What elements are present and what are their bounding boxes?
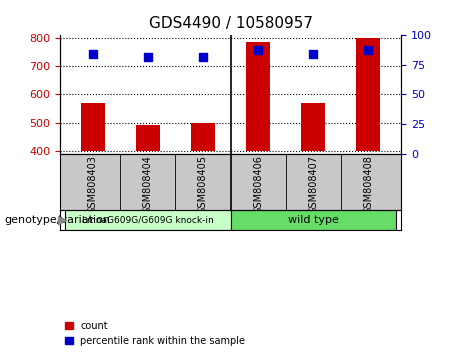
Bar — [190, 122, 215, 151]
Bar — [246, 42, 271, 151]
Text: GSM808405: GSM808405 — [198, 155, 208, 214]
Legend: count, percentile rank within the sample: count, percentile rank within the sample — [65, 321, 245, 346]
Text: GSM808407: GSM808407 — [308, 155, 318, 214]
Point — [254, 47, 262, 52]
Bar — [301, 103, 325, 151]
Bar — [230, 210, 396, 230]
Text: LmnaG609G/G609G knock-in: LmnaG609G/G609G knock-in — [82, 216, 214, 225]
Point — [309, 51, 317, 57]
Bar — [81, 103, 105, 151]
Text: ▶: ▶ — [58, 214, 67, 227]
Text: GSM808404: GSM808404 — [143, 155, 153, 213]
Text: GSM808406: GSM808406 — [253, 155, 263, 213]
Bar — [356, 38, 380, 151]
Text: GSM808403: GSM808403 — [88, 155, 98, 213]
Bar — [65, 210, 230, 230]
Point — [89, 51, 97, 57]
Point — [144, 54, 152, 59]
Title: GDS4490 / 10580957: GDS4490 / 10580957 — [148, 16, 313, 32]
Point — [199, 54, 207, 59]
Text: GSM808408: GSM808408 — [363, 155, 373, 213]
Point — [364, 47, 372, 52]
Bar — [136, 125, 160, 151]
Text: genotype/variation: genotype/variation — [5, 215, 111, 225]
Text: wild type: wild type — [288, 215, 338, 225]
